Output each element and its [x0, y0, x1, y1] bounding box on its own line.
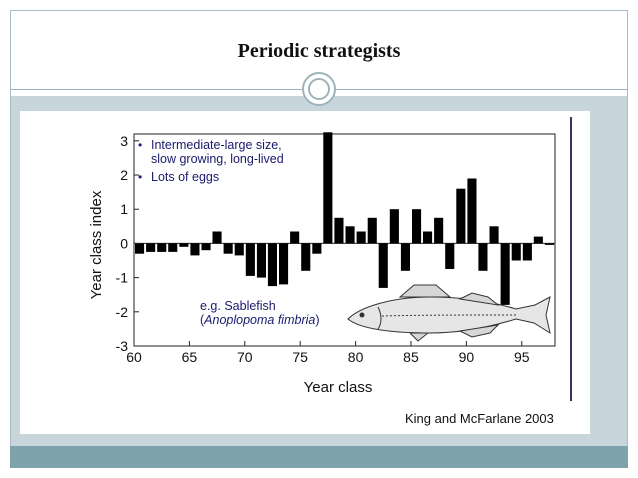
year-class-chart: 3 2 1 0 -1 -2 -3 60 65 70 75 80 85 90 95 Year class Y… — [88, 117, 572, 401]
bar-94 — [511, 243, 521, 261]
bar-79 — [345, 226, 355, 244]
bar-89 — [456, 188, 466, 244]
bar-76 — [312, 243, 322, 254]
bar-97 — [544, 243, 554, 245]
bar-67 — [212, 231, 222, 244]
bar-72 — [267, 243, 277, 287]
bullet-marker: • — [138, 138, 142, 152]
bar-75 — [301, 243, 311, 271]
bar-60 — [135, 243, 145, 254]
bar-88 — [445, 243, 455, 269]
bar-82 — [378, 243, 388, 288]
bar-84 — [400, 243, 410, 271]
bullet-text-1a: Intermediate-large size, — [151, 138, 282, 152]
bar-73 — [279, 243, 289, 285]
bar-65 — [190, 243, 200, 256]
y-tick-label: -2 — [116, 304, 129, 320]
bar-61 — [146, 243, 156, 252]
bar-93 — [500, 243, 510, 305]
bar-68 — [223, 243, 233, 254]
bar-64 — [179, 243, 189, 247]
y-tick-label: 0 — [120, 235, 128, 251]
bullet-text-2: Lots of eggs — [151, 170, 219, 184]
circle-ornament-icon — [302, 72, 336, 106]
x-axis-label: Year class — [304, 379, 373, 396]
x-tick-label: 85 — [403, 349, 419, 365]
bar-85 — [412, 209, 422, 244]
plot-frame — [133, 133, 556, 347]
bar-87 — [434, 217, 444, 244]
y-tick-label: 2 — [120, 167, 128, 183]
bullet-marker: • — [138, 170, 142, 184]
x-tick-label: 80 — [348, 349, 364, 365]
x-tick-label: 65 — [182, 349, 198, 365]
bar-96 — [533, 236, 543, 244]
bar-69 — [234, 243, 244, 256]
slide-title: Periodic strategists — [237, 40, 401, 62]
x-tick-label: 60 — [126, 349, 142, 365]
y-tick-label: -1 — [116, 270, 129, 286]
example-label: e.g. Sablefish — [200, 299, 276, 313]
bar-83 — [389, 209, 399, 244]
bar-90 — [467, 178, 477, 244]
y-tick-label: 1 — [120, 201, 128, 217]
x-tick-label: 90 — [459, 349, 475, 365]
x-tick-label: 75 — [292, 349, 308, 365]
bar-71 — [256, 243, 266, 278]
x-tick-label: 95 — [514, 349, 530, 365]
bar-74 — [290, 231, 300, 244]
sablefish-illustration — [347, 284, 551, 342]
bar-92 — [489, 226, 499, 244]
bar-86 — [423, 231, 433, 244]
x-tick-label: 70 — [237, 349, 253, 365]
citation-credit: King and McFarlane 2003 — [405, 411, 554, 426]
bar-70 — [245, 243, 255, 276]
bar-91 — [478, 243, 488, 271]
y-axis-label: Year class index — [88, 190, 105, 299]
bar-77 — [323, 132, 333, 244]
y-ticks-group: 3 2 1 0 -1 -2 -3 — [116, 133, 139, 354]
bars-group — [135, 132, 554, 305]
x-ticks-group: 60 65 70 75 80 85 90 95 — [126, 341, 530, 365]
chart-panel: 3 2 1 0 -1 -2 -3 60 65 70 75 80 85 90 95 Year class Y… — [20, 111, 590, 434]
y-tick-label: -3 — [116, 338, 129, 354]
bar-62 — [157, 243, 167, 252]
bar-81 — [367, 217, 377, 244]
bar-66 — [201, 243, 211, 251]
bottom-band — [10, 446, 628, 468]
y-tick-label: 3 — [120, 133, 128, 149]
bar-95 — [522, 243, 532, 261]
example-species: (Anoplopoma fimbria) — [200, 313, 320, 327]
bar-63 — [168, 243, 178, 252]
bar-80 — [356, 231, 366, 244]
bullet-text-1b: slow growing, long-lived — [151, 152, 284, 166]
bar-78 — [334, 217, 344, 244]
